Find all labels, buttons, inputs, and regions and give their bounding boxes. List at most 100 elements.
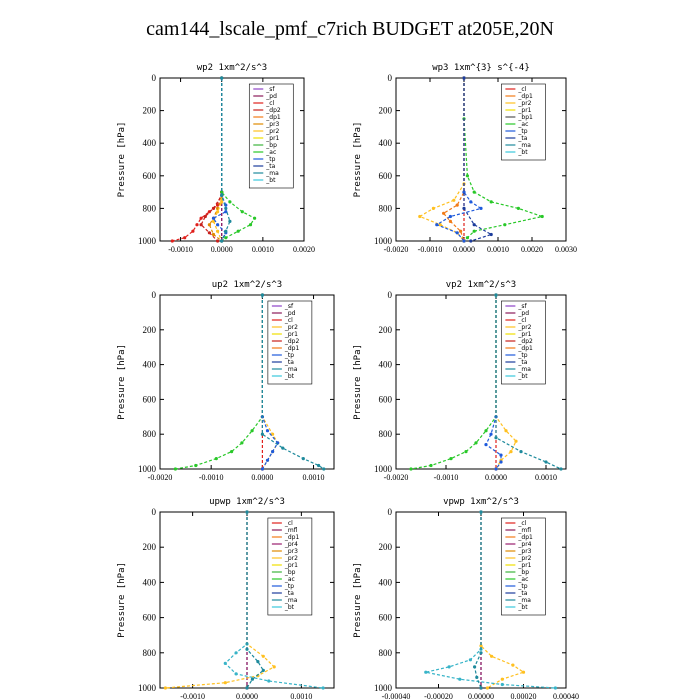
series-line — [485, 295, 502, 470]
legend-entry: _ac — [284, 576, 295, 583]
x-tick-label: -0.00040 — [382, 692, 411, 700]
x-tick-label: -0.0010 — [180, 692, 205, 700]
y-tick-label: 800 — [143, 203, 157, 213]
series-point — [449, 457, 453, 461]
series-line — [172, 78, 223, 242]
legend-entry: _pr1 — [284, 331, 298, 338]
legend-entry: _cl — [517, 86, 526, 93]
y-tick-label: 600 — [143, 394, 157, 404]
y-axis-label: Pressure [hPa] — [353, 122, 363, 198]
series-point — [261, 654, 265, 658]
x-tick-label: 0.0000 — [251, 473, 273, 482]
legend-entry: _bp1 — [517, 114, 533, 121]
legend-entry: _pr1 — [284, 562, 298, 569]
legend-box — [501, 300, 546, 385]
legend-entry: _sf — [517, 303, 527, 310]
y-tick-label: 1000 — [138, 683, 157, 693]
x-tick-label: -0.0010 — [168, 245, 193, 254]
y-tick-label: 0 — [152, 73, 157, 83]
legend-box — [501, 517, 546, 616]
series-line — [175, 295, 263, 470]
x-tick-label: 0.00040 — [553, 692, 579, 700]
series-point — [458, 677, 462, 681]
series-point — [199, 216, 203, 220]
chart-panel: wp2 1xm^2/s^3 Pressure [hPa] 0 200 400 600 800… — [117, 63, 315, 254]
series-point — [220, 200, 224, 204]
x-tick-label: 0.00000 — [468, 692, 494, 700]
series-point — [438, 223, 442, 227]
series-point — [245, 510, 249, 514]
series-point — [469, 200, 473, 204]
legend-entry: _cl — [517, 520, 526, 527]
legend-entry: _pr3 — [284, 548, 298, 555]
legend-entry: _bt — [284, 373, 295, 380]
series-point — [489, 200, 493, 204]
series-point — [216, 239, 220, 243]
series-point — [265, 458, 270, 462]
x-tick-label: 0.0010 — [535, 473, 557, 482]
series-point — [220, 190, 224, 194]
legend-entry: _bp — [265, 142, 277, 149]
series-point — [191, 229, 195, 233]
series-point — [504, 429, 508, 433]
series-line — [473, 512, 482, 689]
x-tick-label: 0.0010 — [290, 692, 312, 700]
series-point — [511, 663, 515, 667]
legend-entry: _tp — [517, 583, 527, 590]
series-point — [194, 463, 198, 468]
series-line — [410, 295, 497, 470]
y-tick-label: 600 — [379, 394, 393, 404]
series-point — [473, 665, 477, 669]
series-point — [253, 216, 257, 220]
series-point — [462, 239, 466, 243]
series-point — [429, 463, 433, 468]
y-tick-label: 1000 — [138, 236, 157, 246]
legend-entry: _tp — [517, 352, 527, 359]
x-tick-label: 0.0020 — [521, 245, 543, 254]
y-tick-label: 1000 — [374, 464, 393, 474]
panel-title: upwp 1xm^2/s^3 — [209, 497, 285, 507]
legend-entry: _cl — [265, 100, 274, 107]
y-tick-label: 200 — [379, 325, 393, 335]
legend-entry: _dp1 — [517, 93, 533, 100]
series-point — [234, 651, 238, 655]
series-line — [425, 512, 556, 689]
y-tick-label: 0 — [388, 290, 393, 300]
series-point — [317, 463, 321, 468]
series-point — [256, 660, 260, 664]
series-point — [474, 441, 478, 445]
series-point — [521, 670, 526, 674]
x-tick-label: 0.0010 — [487, 245, 509, 254]
series-point — [448, 219, 452, 223]
legend-entry: _ac — [517, 576, 528, 583]
legend-entry: _cl — [284, 520, 293, 527]
series-point — [207, 231, 211, 235]
series-point — [499, 460, 503, 464]
series-point — [490, 654, 494, 658]
series-point — [431, 206, 435, 210]
y-tick-label: 0 — [152, 507, 157, 517]
legend-entry: _tp — [265, 156, 275, 163]
legend-entry: _dp1 — [284, 345, 300, 352]
plot-frame — [395, 294, 567, 470]
x-tick-label: -0.0010 — [418, 245, 443, 254]
legend-entry: _mfl — [517, 527, 531, 534]
series-point — [250, 429, 254, 433]
series-line — [435, 78, 483, 242]
y-tick-label: 800 — [379, 429, 393, 439]
series-point — [301, 457, 305, 461]
chart-panel: wp3 1xm^{3} s^{-4} Pressure [hPa] 0 200 400 6… — [353, 63, 577, 254]
legend-entry: _pr4 — [284, 541, 298, 548]
series-line — [463, 78, 545, 242]
series-line — [261, 295, 325, 470]
series-point — [261, 668, 265, 673]
legend-entry: _sf — [265, 86, 275, 93]
legend-entry: _ta — [517, 590, 527, 597]
series-point — [223, 681, 227, 685]
y-tick-label: 400 — [379, 577, 393, 587]
y-axis-label: Pressure [hPa] — [353, 562, 363, 638]
series-point — [472, 229, 476, 233]
series-point — [236, 229, 240, 233]
series-point — [479, 644, 483, 648]
series-point — [234, 672, 238, 676]
